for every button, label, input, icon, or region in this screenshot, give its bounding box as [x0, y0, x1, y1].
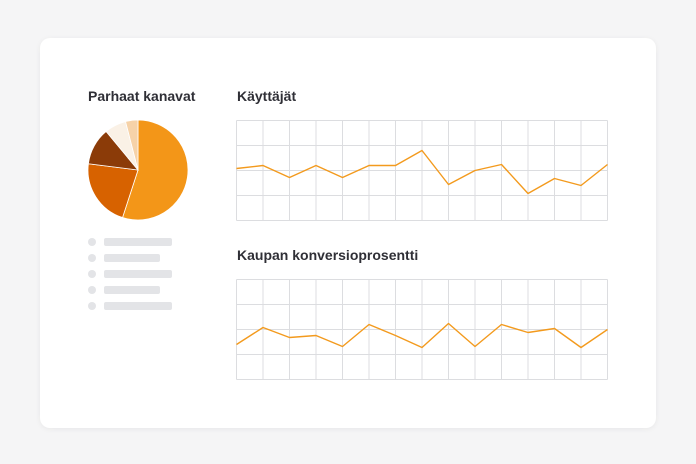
legend-placeholder-bar	[104, 254, 160, 262]
pie-slice	[88, 163, 139, 219]
legend-placeholder-bar	[104, 238, 172, 246]
users-line-chart	[236, 120, 608, 221]
users-chart-title: Käyttäjät	[237, 88, 297, 104]
series-line	[236, 322, 608, 349]
conversion-line-chart	[236, 279, 608, 380]
series-line	[236, 149, 608, 195]
dashboard-card: Parhaat kanavat Käyttäjät Kaupan konvers…	[40, 38, 656, 428]
channels-pie-chart	[88, 120, 188, 220]
legend-placeholder-bar	[104, 286, 160, 294]
legend-dot	[88, 238, 96, 246]
pie-slice	[125, 120, 139, 171]
legend-dot	[88, 302, 96, 310]
pie-slice	[122, 120, 188, 220]
legend-dot	[88, 254, 96, 262]
legend-dot	[88, 270, 96, 278]
legend-placeholder-bar	[104, 302, 172, 310]
top-channels-title: Parhaat kanavat	[88, 88, 196, 104]
conversion-chart-title: Kaupan konversioprosentti	[237, 247, 419, 263]
chart-grid	[236, 120, 608, 221]
legend-placeholder-bar	[104, 270, 172, 278]
legend-dot	[88, 286, 96, 294]
